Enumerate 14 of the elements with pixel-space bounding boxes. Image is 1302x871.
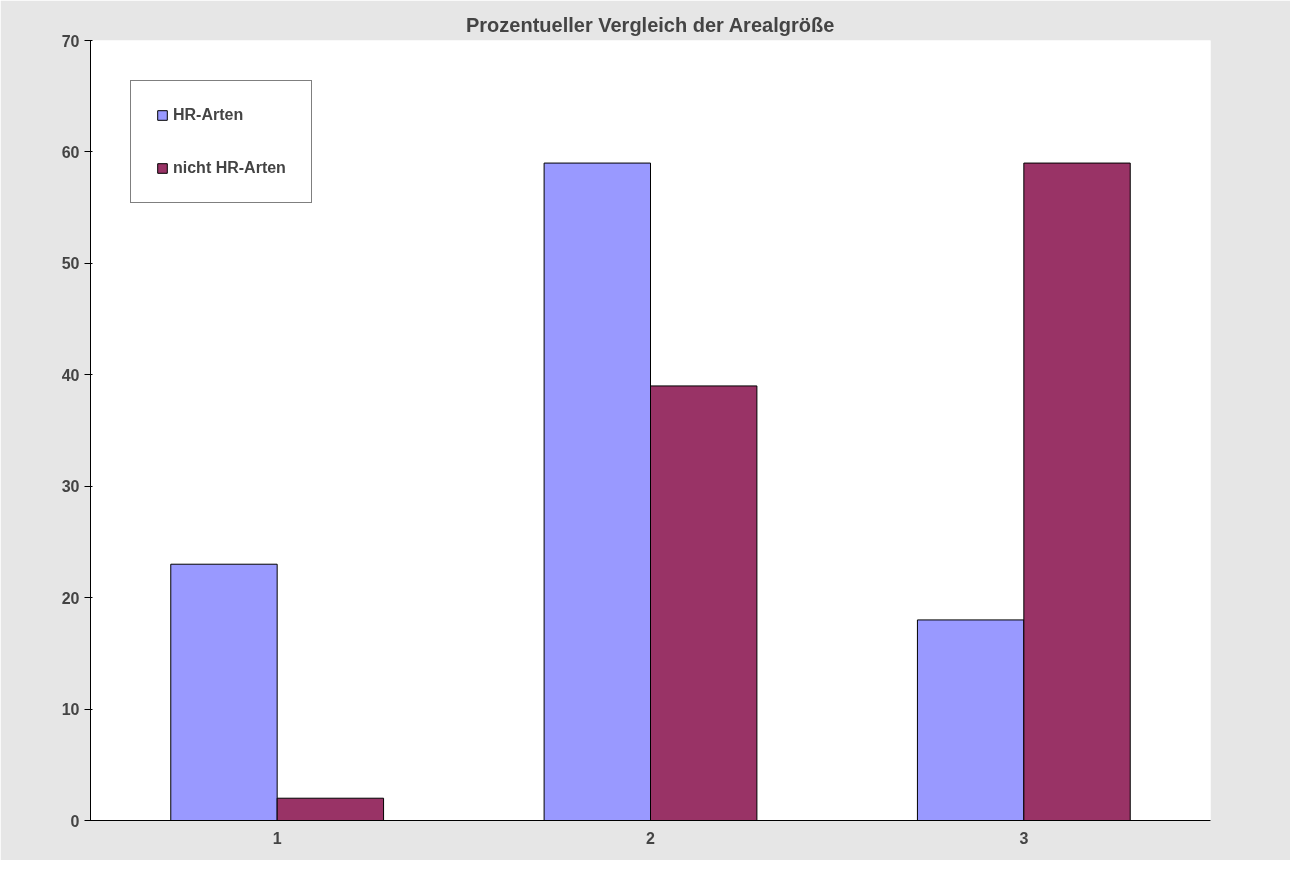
x-tick-label: 3	[1019, 829, 1029, 847]
y-tick-label: 70	[61, 32, 80, 50]
y-tick-label: 10	[61, 701, 80, 719]
x-tick-label: 1	[272, 829, 282, 847]
y-tick-label: 60	[61, 143, 80, 161]
chart-title: Prozentueller Vergleich der Arealgröße	[465, 13, 835, 36]
legend-label: nicht HR-Arten	[173, 159, 286, 177]
y-tick-label: 0	[70, 812, 80, 830]
x-tick-label: 2	[646, 829, 656, 847]
y-tick-label: 40	[61, 366, 80, 384]
y-tick-label: 50	[61, 255, 80, 273]
y-tick-label: 30	[61, 478, 80, 496]
legend-label: HR-Arten	[173, 106, 244, 124]
y-tick-label: 20	[61, 589, 80, 607]
